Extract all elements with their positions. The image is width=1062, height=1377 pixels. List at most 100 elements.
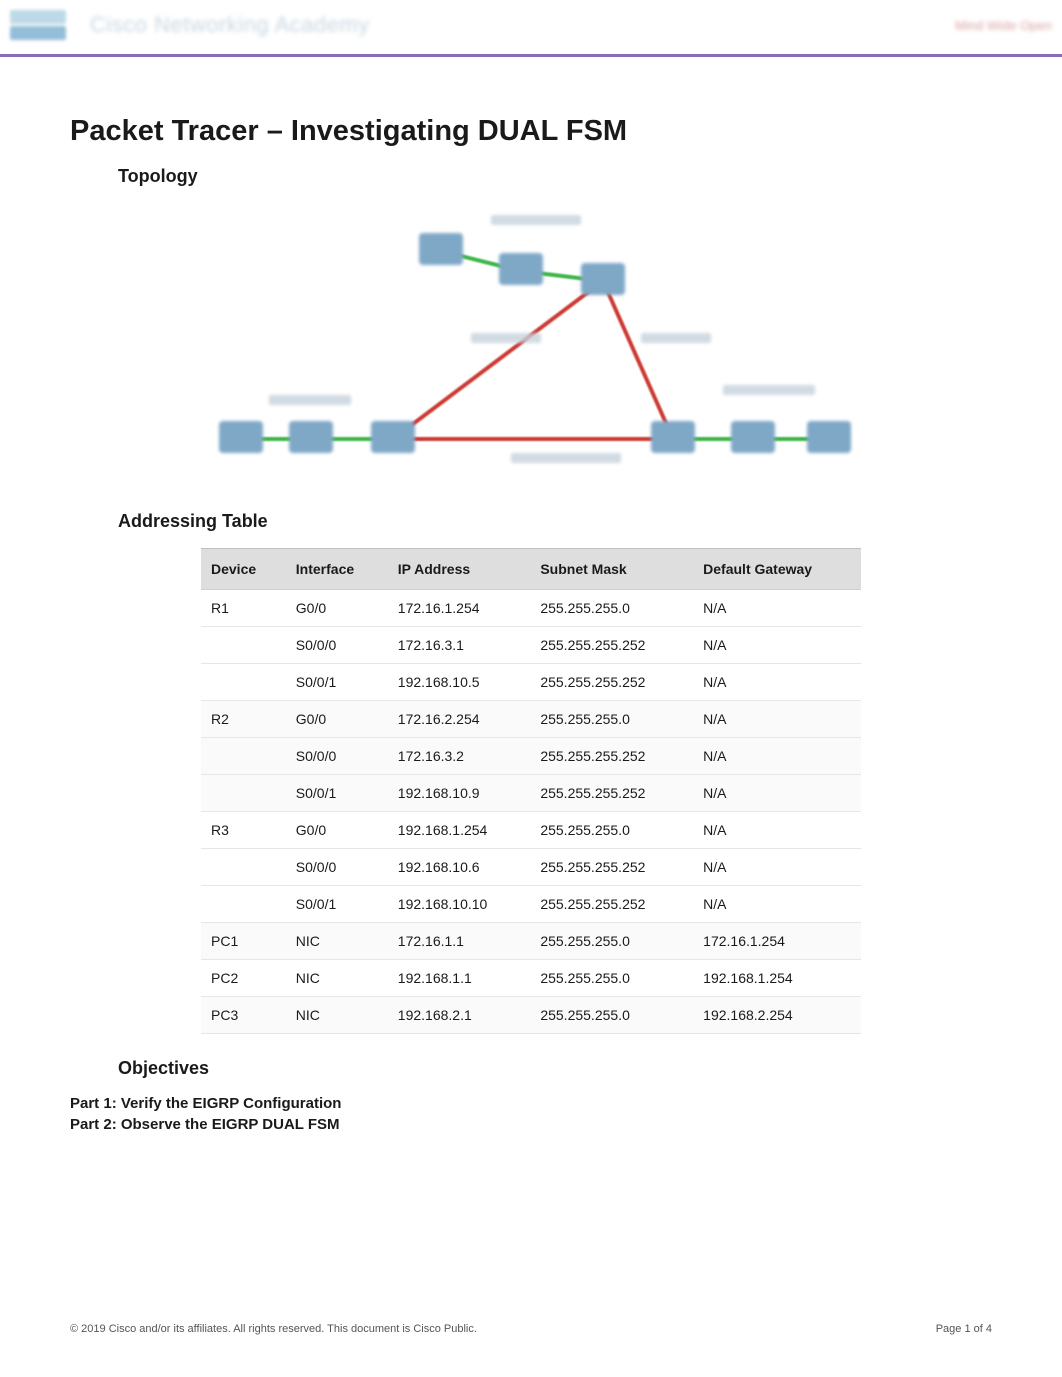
- table-row: PC3NIC192.168.2.1255.255.255.0192.168.2.…: [201, 997, 861, 1034]
- topology-node-sw-right: [731, 421, 775, 453]
- table-cell: 172.16.3.2: [388, 738, 531, 775]
- page-footer: © 2019 Cisco and/or its affiliates. All …: [70, 1323, 992, 1335]
- topology-label: [269, 395, 351, 405]
- topology-node-sw-left: [289, 421, 333, 453]
- page-body: Packet Tracer – Investigating DUAL FSM T…: [0, 65, 1062, 1375]
- table-row: S0/0/0172.16.3.1255.255.255.252N/A: [201, 627, 861, 664]
- topology-label: [641, 333, 711, 343]
- table-cell: 255.255.255.0: [530, 960, 693, 997]
- table-cell: 192.168.2.254: [693, 997, 861, 1034]
- section-topology: Topology: [118, 166, 992, 187]
- table-cell: 192.168.10.9: [388, 775, 531, 812]
- table-cell: 192.168.2.1: [388, 997, 531, 1034]
- addressing-table: DeviceInterfaceIP AddressSubnet MaskDefa…: [201, 548, 861, 1034]
- table-header-cell: Interface: [286, 549, 388, 590]
- document-header: Cisco Networking Academy Mind Wide Open: [0, 0, 1062, 57]
- table-cell: [201, 664, 286, 701]
- table-header-cell: Subnet Mask: [530, 549, 693, 590]
- table-cell: 172.16.1.254: [388, 590, 531, 627]
- topology-link: [601, 280, 675, 440]
- table-cell: R2: [201, 701, 286, 738]
- table-cell: [201, 886, 286, 923]
- table-cell: 192.168.10.5: [388, 664, 531, 701]
- table-cell: 192.168.1.254: [693, 960, 861, 997]
- objective-part2: Part 2: Observe the EIGRP DUAL FSM: [70, 1116, 992, 1133]
- table-cell: 255.255.255.252: [530, 627, 693, 664]
- table-header-cell: Default Gateway: [693, 549, 861, 590]
- table-cell: S0/0/1: [286, 886, 388, 923]
- table-row: S0/0/1192.168.10.5255.255.255.252N/A: [201, 664, 861, 701]
- table-cell: S0/0/0: [286, 627, 388, 664]
- table-cell: R1: [201, 590, 286, 627]
- table-row: S0/0/1192.168.10.9255.255.255.252N/A: [201, 775, 861, 812]
- table-cell: PC1: [201, 923, 286, 960]
- footer-page-number: Page 1 of 4: [936, 1323, 992, 1335]
- header-right-text: Mind Wide Open: [955, 18, 1052, 33]
- objective-part1: Part 1: Verify the EIGRP Configuration: [70, 1095, 992, 1112]
- table-cell: S0/0/1: [286, 664, 388, 701]
- table-header-row: DeviceInterfaceIP AddressSubnet MaskDefa…: [201, 549, 861, 590]
- table-row: PC2NIC192.168.1.1255.255.255.0192.168.1.…: [201, 960, 861, 997]
- table-row: R1G0/0172.16.1.254255.255.255.0N/A: [201, 590, 861, 627]
- table-cell: 172.16.2.254: [388, 701, 531, 738]
- table-row: S0/0/0192.168.10.6255.255.255.252N/A: [201, 849, 861, 886]
- logo-bottom-stripe: [10, 26, 66, 40]
- table-cell: N/A: [693, 738, 861, 775]
- topology-label: [471, 333, 541, 343]
- table-row: R2G0/0172.16.2.254255.255.255.0N/A: [201, 701, 861, 738]
- table-cell: N/A: [693, 664, 861, 701]
- table-cell: 172.16.1.254: [693, 923, 861, 960]
- topology-label: [511, 453, 621, 463]
- topology-label: [723, 385, 815, 395]
- table-cell: 255.255.255.252: [530, 849, 693, 886]
- table-cell: N/A: [693, 849, 861, 886]
- table-row: R3G0/0192.168.1.254255.255.255.0N/A: [201, 812, 861, 849]
- table-cell: N/A: [693, 701, 861, 738]
- table-cell: 255.255.255.252: [530, 775, 693, 812]
- topology-link: [393, 437, 673, 441]
- table-cell: NIC: [286, 960, 388, 997]
- table-row: S0/0/0172.16.3.2255.255.255.252N/A: [201, 738, 861, 775]
- table-header-cell: IP Address: [388, 549, 531, 590]
- table-cell: G0/0: [286, 701, 388, 738]
- table-cell: 192.168.10.10: [388, 886, 531, 923]
- header-program-text: Cisco Networking Academy: [90, 12, 370, 38]
- table-cell: NIC: [286, 923, 388, 960]
- section-addressing-table: Addressing Table: [118, 511, 992, 532]
- table-cell: 255.255.255.252: [530, 738, 693, 775]
- table-cell: G0/0: [286, 590, 388, 627]
- topology-node-pc-left: [219, 421, 263, 453]
- topology-node-sw-top: [499, 253, 543, 285]
- table-cell: N/A: [693, 590, 861, 627]
- table-cell: [201, 775, 286, 812]
- table-cell: 255.255.255.0: [530, 997, 693, 1034]
- table-row: S0/0/1192.168.10.10255.255.255.252N/A: [201, 886, 861, 923]
- table-cell: 172.16.1.1: [388, 923, 531, 960]
- table-cell: 192.168.1.1: [388, 960, 531, 997]
- table-cell: 255.255.255.252: [530, 664, 693, 701]
- table-cell: S0/0/0: [286, 738, 388, 775]
- table-cell: N/A: [693, 812, 861, 849]
- topology-link: [392, 279, 604, 440]
- topology-label: [491, 215, 581, 225]
- topology-node-r3: [651, 421, 695, 453]
- table-cell: 192.168.1.254: [388, 812, 531, 849]
- table-cell: NIC: [286, 997, 388, 1034]
- table-cell: G0/0: [286, 812, 388, 849]
- table-header-cell: Device: [201, 549, 286, 590]
- table-cell: S0/0/0: [286, 849, 388, 886]
- table-cell: R3: [201, 812, 286, 849]
- topology-diagram: [211, 203, 851, 483]
- table-row: PC1NIC172.16.1.1255.255.255.0172.16.1.25…: [201, 923, 861, 960]
- table-cell: S0/0/1: [286, 775, 388, 812]
- table-cell: [201, 849, 286, 886]
- table-cell: 255.255.255.0: [530, 812, 693, 849]
- table-cell: 172.16.3.1: [388, 627, 531, 664]
- table-cell: [201, 627, 286, 664]
- table-cell: N/A: [693, 627, 861, 664]
- table-cell: 255.255.255.0: [530, 701, 693, 738]
- logo-top-stripe: [10, 10, 66, 24]
- table-cell: N/A: [693, 775, 861, 812]
- topology-node-pc-top: [419, 233, 463, 265]
- topology-node-pc-right: [807, 421, 851, 453]
